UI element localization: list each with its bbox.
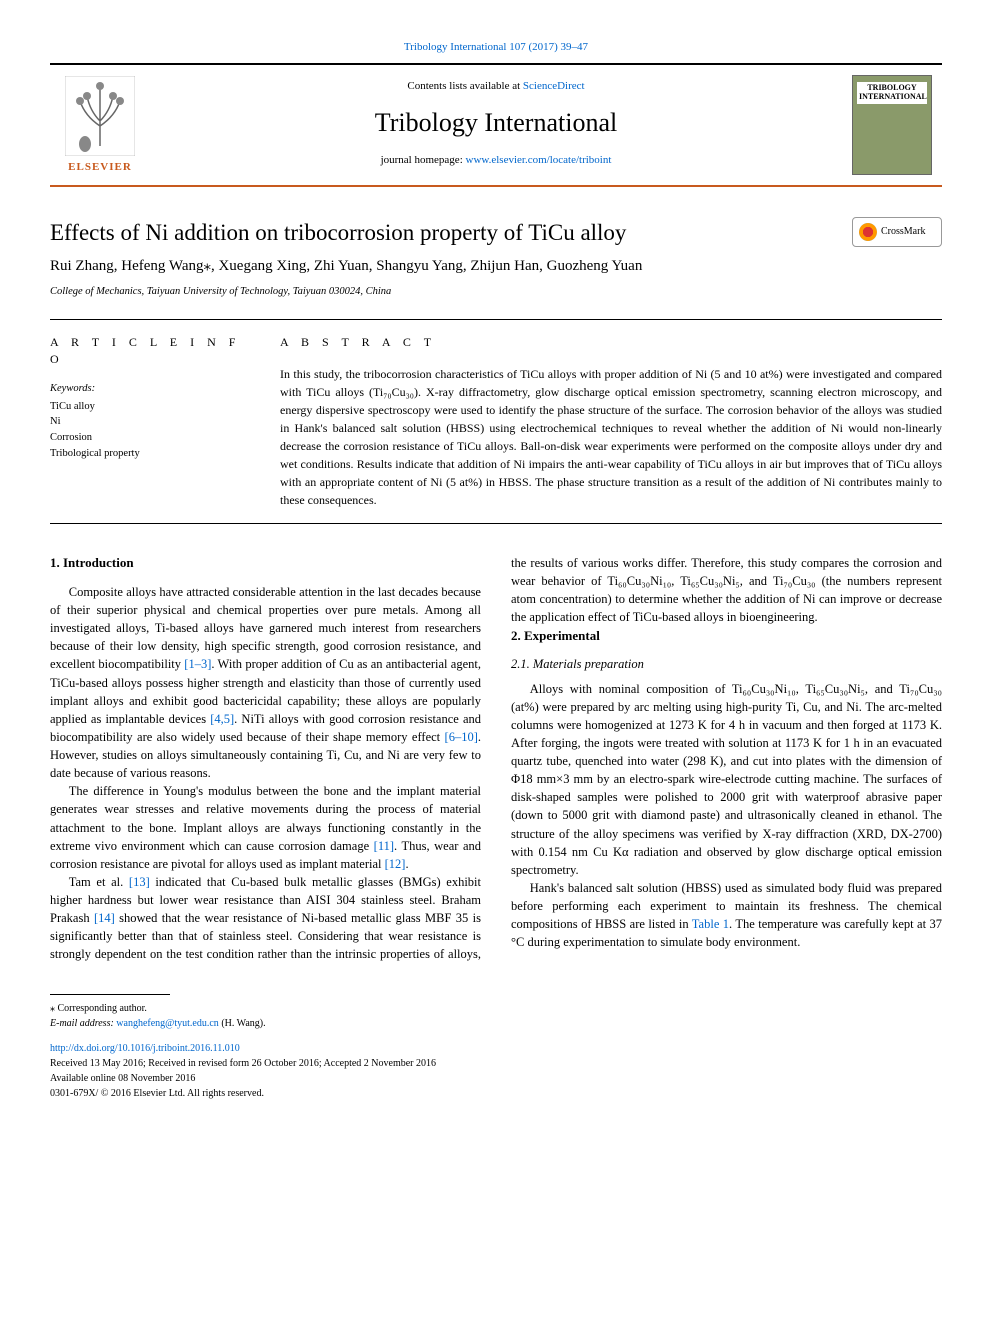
keywords-list: TiCu alloy Ni Corrosion Tribological pro… [50, 399, 250, 462]
elsevier-label: ELSEVIER [68, 160, 132, 175]
cover-title: TRIBOLOGY INTERNATIONAL [857, 82, 927, 104]
body-columns: 1. Introduction Composite alloys have at… [50, 554, 942, 963]
footer-divider [50, 994, 170, 995]
title-row: Effects of Ni addition on tribocorrosion… [50, 217, 942, 249]
email-link[interactable]: wanghefeng@tyut.edu.cn [116, 1018, 219, 1029]
paragraph: Composite alloys have attracted consider… [50, 583, 481, 782]
abstract: A B S T R A C T In this study, the tribo… [280, 334, 942, 509]
ref-link[interactable]: [6–10] [445, 730, 478, 744]
keyword: TiCu alloy [50, 399, 250, 415]
article-title: Effects of Ni addition on tribocorrosion… [50, 217, 852, 249]
ref-link[interactable]: [14] [94, 911, 115, 925]
citation-link[interactable]: Tribology International 107 (2017) 39–47 [404, 41, 588, 53]
article-info: A R T I C L E I N F O Keywords: TiCu all… [50, 334, 250, 509]
elsevier-logo: ELSEVIER [50, 65, 150, 185]
copyright-line: 0301-679X/ © 2016 Elsevier Ltd. All righ… [50, 1086, 942, 1101]
contents-prefix: Contents lists available at [407, 80, 522, 92]
crossmark-badge[interactable]: CrossMark [852, 217, 942, 247]
footer: ⁎ Corresponding author. E-mail address: … [50, 994, 942, 1101]
cover-box: TRIBOLOGY INTERNATIONAL [852, 75, 932, 175]
journal-header: ELSEVIER Contents lists available at Sci… [50, 63, 942, 187]
keywords-label: Keywords: [50, 382, 250, 397]
journal-name: Tribology International [150, 105, 842, 141]
received-line: Received 13 May 2016; Received in revise… [50, 1056, 942, 1071]
divider [50, 319, 942, 320]
doi-link[interactable]: http://dx.doi.org/10.1016/j.triboint.201… [50, 1043, 240, 1054]
crossmark-icon [859, 223, 877, 241]
sciencedirect-link[interactable]: ScienceDirect [523, 80, 585, 92]
crossmark-label: CrossMark [881, 225, 925, 239]
paragraph: The difference in Young's modulus betwee… [50, 782, 481, 873]
ref-link[interactable]: [4,5] [210, 712, 234, 726]
affiliation: College of Mechanics, Taiyuan University… [50, 285, 942, 300]
homepage-link[interactable]: www.elsevier.com/locate/triboint [466, 154, 612, 166]
keyword: Ni [50, 414, 250, 430]
header-center: Contents lists available at ScienceDirec… [150, 65, 842, 185]
ref-link[interactable]: [12] [385, 857, 406, 871]
journal-cover: TRIBOLOGY INTERNATIONAL [842, 65, 942, 185]
elsevier-tree-icon [65, 76, 135, 156]
paragraph: Alloys with nominal composition of Ti₆₀C… [511, 680, 942, 879]
abstract-head: A B S T R A C T [280, 334, 942, 351]
experimental-heading: 2. Experimental [511, 627, 942, 646]
materials-heading: 2.1. Materials preparation [511, 655, 942, 673]
info-abstract-row: A R T I C L E I N F O Keywords: TiCu all… [50, 334, 942, 509]
ref-link[interactable]: [13] [129, 875, 150, 889]
paragraph: Hank's balanced salt solution (HBSS) use… [511, 879, 942, 952]
abstract-text: In this study, the tribocorrosion charac… [280, 365, 942, 509]
keyword: Corrosion [50, 430, 250, 446]
homepage-prefix: journal homepage: [381, 154, 466, 166]
ref-link[interactable]: [11] [374, 839, 394, 853]
available-line: Available online 08 November 2016 [50, 1071, 942, 1086]
email-line: E-mail address: wanghefeng@tyut.edu.cn (… [50, 1016, 942, 1031]
homepage-line: journal homepage: www.elsevier.com/locat… [150, 153, 842, 168]
intro-heading: 1. Introduction [50, 554, 481, 573]
corresponding-author: ⁎ Corresponding author. [50, 1001, 942, 1016]
info-head: A R T I C L E I N F O [50, 334, 250, 368]
divider [50, 523, 942, 524]
contents-line: Contents lists available at ScienceDirec… [150, 79, 842, 94]
top-citation: Tribology International 107 (2017) 39–47 [50, 40, 942, 55]
authors: Rui Zhang, Hefeng Wang⁎, Xuegang Xing, Z… [50, 256, 942, 277]
table-link[interactable]: Table 1 [692, 917, 729, 931]
keyword: Tribological property [50, 446, 250, 462]
ref-link[interactable]: [1–3] [184, 657, 211, 671]
